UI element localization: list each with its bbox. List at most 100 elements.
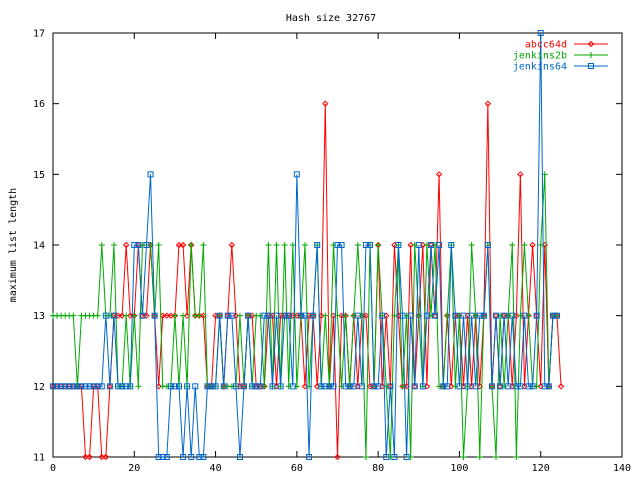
data-point [135, 383, 142, 390]
data-point [480, 312, 487, 319]
data-point [281, 312, 288, 319]
series-line [53, 103, 562, 458]
data-point [330, 383, 337, 390]
data-point [293, 171, 300, 178]
data-point [94, 383, 101, 390]
data-point [123, 312, 130, 319]
data-point [245, 312, 252, 319]
data-point [265, 312, 272, 319]
data-point [180, 312, 187, 319]
data-point [102, 312, 109, 319]
data-point [102, 453, 110, 461]
data-point [297, 312, 304, 319]
data-point [143, 242, 150, 248]
data-point [200, 454, 207, 460]
data-point [476, 454, 483, 460]
data-point [131, 242, 138, 248]
data-point [224, 312, 231, 319]
data-point [159, 454, 166, 460]
data-point [163, 312, 171, 319]
data-point [444, 383, 451, 390]
data-point [236, 454, 243, 460]
data-point [342, 383, 349, 390]
data-point [456, 383, 463, 390]
data-point [110, 242, 117, 248]
data-point [188, 242, 195, 248]
data-point [220, 383, 227, 390]
data-point [167, 312, 175, 319]
x-tick-label: 40 [210, 463, 222, 474]
data-point [334, 242, 341, 248]
data-point [188, 454, 195, 460]
data-point [54, 383, 61, 390]
data-point [379, 312, 386, 319]
data-point [74, 383, 81, 390]
data-point [179, 241, 187, 249]
data-point [273, 242, 280, 248]
data-point [537, 30, 544, 36]
data-point [322, 383, 329, 390]
data-point [110, 312, 117, 319]
data-point [501, 312, 508, 319]
legend-item: jenkins64 [513, 62, 608, 73]
data-point [375, 242, 382, 248]
data-point [472, 383, 479, 390]
data-point [432, 312, 439, 319]
y-tick-label: 15 [33, 170, 45, 181]
data-point [66, 383, 73, 390]
data-point [82, 453, 89, 461]
data-point [82, 383, 89, 390]
y-tick-label: 11 [33, 453, 45, 464]
data-point [415, 242, 422, 248]
data-point [253, 383, 260, 390]
data-point [367, 242, 374, 248]
data-point [86, 383, 93, 390]
data-point [180, 454, 187, 460]
data-point [533, 312, 540, 319]
data-point [78, 383, 85, 390]
data-point [98, 242, 105, 248]
data-point [204, 383, 211, 390]
y-tick-label: 13 [33, 311, 45, 322]
data-point [517, 171, 524, 178]
data-point [269, 383, 276, 390]
data-point [326, 383, 333, 390]
data-point [399, 312, 406, 319]
data-point [362, 242, 369, 248]
data-point [135, 242, 142, 248]
data-point [261, 312, 268, 319]
data-point [464, 383, 471, 390]
data-point [509, 242, 516, 248]
data-point [200, 242, 207, 248]
data-point [362, 454, 369, 460]
data-point [322, 312, 329, 319]
data-point [557, 383, 565, 390]
data-point [155, 242, 162, 248]
data-point [391, 312, 398, 319]
data-point [208, 383, 215, 390]
data-point [318, 383, 325, 390]
data-point [358, 383, 365, 390]
data-point [122, 241, 130, 249]
data-point [419, 383, 426, 390]
y-tick-label: 14 [33, 241, 45, 252]
series-jenkins64 [50, 30, 560, 460]
data-point [387, 383, 394, 390]
data-point [493, 454, 500, 460]
data-point [228, 241, 236, 249]
data-point [346, 383, 353, 390]
data-point [375, 383, 382, 390]
data-point [383, 454, 390, 460]
data-point [265, 242, 272, 248]
data-point [484, 242, 491, 248]
data-point [301, 242, 308, 248]
data-point [118, 312, 126, 319]
data-point [86, 453, 93, 461]
data-point [127, 383, 134, 390]
data-point [90, 383, 97, 390]
data-point [460, 454, 467, 460]
data-point [350, 383, 357, 390]
data-point [549, 312, 556, 319]
data-point [151, 312, 158, 319]
y-axis: 11 12 13 14 15 16 17 [33, 29, 622, 464]
